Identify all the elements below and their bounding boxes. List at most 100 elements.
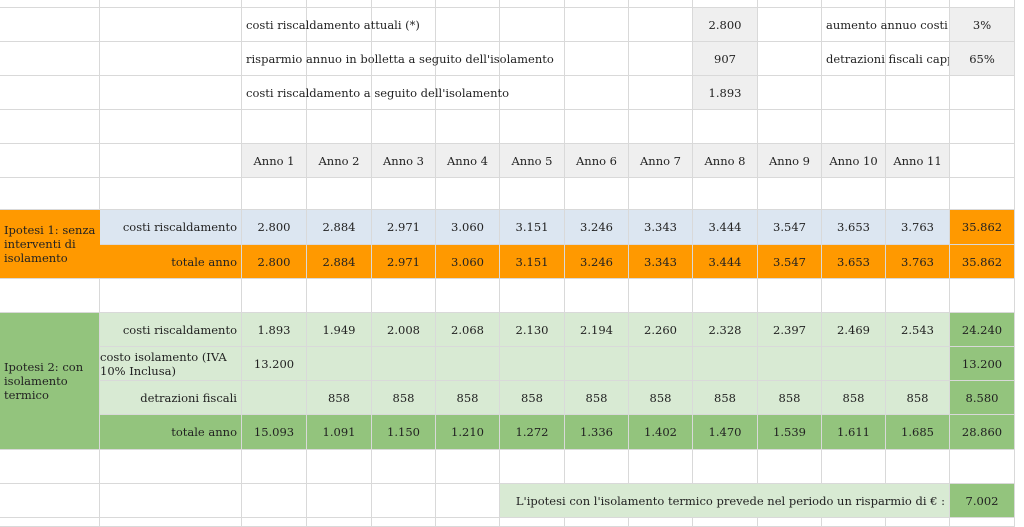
grid-cell[interactable] <box>629 450 693 484</box>
ipotesi2-value[interactable] <box>307 347 372 381</box>
grid-cell[interactable] <box>886 110 950 144</box>
grid-cell[interactable] <box>0 144 100 178</box>
ipotesi2-value[interactable]: 858 <box>822 381 886 415</box>
ipotesi1-row-label[interactable]: totale anno <box>100 245 242 279</box>
grid-cell[interactable] <box>0 518 100 527</box>
grid-cell[interactable] <box>242 110 307 144</box>
conclusion-text[interactable]: L'ipotesi con l'isolamento termico preve… <box>500 484 950 518</box>
ipotesi2-value[interactable]: 1.949 <box>307 313 372 347</box>
ipotesi1-title[interactable]: Ipotesi 1: senza interventi di isolament… <box>0 210 100 279</box>
ipotesi2-value[interactable]: 1.210 <box>436 415 500 450</box>
grid-cell[interactable] <box>950 518 1015 527</box>
ipotesi2-value[interactable]: 1.893 <box>242 313 307 347</box>
grid-cell[interactable] <box>242 0 307 8</box>
grid-cell[interactable] <box>629 178 693 210</box>
aumento-value[interactable]: 3% <box>950 8 1015 42</box>
grid-cell[interactable] <box>822 450 886 484</box>
ipotesi2-value[interactable]: 15.093 <box>242 415 307 450</box>
grid-cell[interactable] <box>565 178 629 210</box>
ipotesi2-value[interactable]: 2.397 <box>758 313 822 347</box>
ipotesi2-value[interactable]: 2.543 <box>886 313 950 347</box>
ipotesi2-value[interactable]: 2.068 <box>436 313 500 347</box>
ipotesi1-value[interactable]: 3.444 <box>693 210 758 245</box>
ipotesi2-value[interactable]: 2.260 <box>629 313 693 347</box>
grid-cell[interactable] <box>629 279 693 313</box>
grid-cell[interactable] <box>0 8 100 42</box>
grid-cell[interactable] <box>0 178 100 210</box>
ipotesi2-value[interactable] <box>822 347 886 381</box>
grid-cell[interactable] <box>758 76 822 110</box>
ipotesi2-value[interactable] <box>500 347 565 381</box>
grid-cell[interactable] <box>950 178 1015 210</box>
detrazioni-label[interactable]: detrazioni fiscali cappotto <box>822 42 950 76</box>
year-header-6[interactable]: Anno 6 <box>565 144 629 178</box>
grid-cell[interactable] <box>886 450 950 484</box>
grid-cell[interactable] <box>242 178 307 210</box>
grid-cell[interactable] <box>693 450 758 484</box>
ipotesi2-value[interactable]: 1.685 <box>886 415 950 450</box>
ipotesi2-total[interactable]: 8.580 <box>950 381 1015 415</box>
grid-cell[interactable] <box>307 484 372 518</box>
grid-cell[interactable] <box>500 178 565 210</box>
costi-attuali-value[interactable]: 2.800 <box>693 8 758 42</box>
grid-cell[interactable] <box>372 484 436 518</box>
grid-cell[interactable] <box>758 8 822 42</box>
ipotesi1-value[interactable]: 2.971 <box>372 210 436 245</box>
grid-cell[interactable] <box>629 110 693 144</box>
grid-cell[interactable] <box>436 110 500 144</box>
grid-cell[interactable] <box>693 110 758 144</box>
ipotesi1-value[interactable]: 3.444 <box>693 245 758 279</box>
grid-cell[interactable] <box>950 76 1015 110</box>
grid-cell[interactable] <box>436 279 500 313</box>
ipotesi2-value[interactable]: 1.272 <box>500 415 565 450</box>
ipotesi1-total[interactable]: 35.862 <box>950 210 1015 245</box>
grid-cell[interactable] <box>0 76 100 110</box>
grid-cell[interactable] <box>758 518 822 527</box>
grid-cell[interactable] <box>100 42 242 76</box>
grid-cell[interactable] <box>0 42 100 76</box>
grid-cell[interactable] <box>100 178 242 210</box>
year-header-9[interactable]: Anno 9 <box>758 144 822 178</box>
grid-cell[interactable] <box>886 178 950 210</box>
grid-cell[interactable] <box>242 279 307 313</box>
ipotesi1-value[interactable]: 3.653 <box>822 245 886 279</box>
year-header-10[interactable]: Anno 10 <box>822 144 886 178</box>
ipotesi1-value[interactable]: 2.971 <box>372 245 436 279</box>
grid-cell[interactable] <box>693 0 758 8</box>
grid-cell[interactable] <box>565 110 629 144</box>
grid-cell[interactable] <box>758 279 822 313</box>
grid-cell[interactable] <box>565 450 629 484</box>
ipotesi2-value[interactable]: 1.150 <box>372 415 436 450</box>
grid-cell[interactable] <box>758 450 822 484</box>
ipotesi2-value[interactable]: 2.130 <box>500 313 565 347</box>
grid-cell[interactable] <box>693 518 758 527</box>
grid-cell[interactable] <box>372 450 436 484</box>
ipotesi2-value[interactable]: 858 <box>436 381 500 415</box>
grid-cell[interactable] <box>242 484 307 518</box>
ipotesi2-value[interactable]: 858 <box>372 381 436 415</box>
grid-cell[interactable] <box>100 76 242 110</box>
grid-cell[interactable] <box>436 0 500 8</box>
ipotesi1-value[interactable]: 3.151 <box>500 210 565 245</box>
ipotesi2-value[interactable] <box>758 347 822 381</box>
year-header-empty[interactable] <box>950 144 1015 178</box>
grid-cell[interactable] <box>100 279 242 313</box>
ipotesi2-value[interactable]: 858 <box>758 381 822 415</box>
ipotesi1-value[interactable]: 2.884 <box>307 210 372 245</box>
ipotesi2-value[interactable]: 1.091 <box>307 415 372 450</box>
grid-cell[interactable] <box>0 484 100 518</box>
grid-cell[interactable] <box>758 0 822 8</box>
ipotesi2-value[interactable] <box>436 347 500 381</box>
ipotesi2-value[interactable]: 1.539 <box>758 415 822 450</box>
year-header-1[interactable]: Anno 1 <box>242 144 307 178</box>
ipotesi1-total[interactable]: 35.862 <box>950 245 1015 279</box>
ipotesi1-value[interactable]: 3.547 <box>758 210 822 245</box>
year-header-7[interactable]: Anno 7 <box>629 144 693 178</box>
grid-cell[interactable] <box>822 279 886 313</box>
ipotesi1-value[interactable]: 3.763 <box>886 245 950 279</box>
costi-dopo-value[interactable]: 1.893 <box>693 76 758 110</box>
risparmio-label[interactable]: risparmio annuo in bolletta a seguito de… <box>242 42 693 76</box>
grid-cell[interactable] <box>822 518 886 527</box>
ipotesi2-value[interactable] <box>565 347 629 381</box>
year-header-8[interactable]: Anno 8 <box>693 144 758 178</box>
